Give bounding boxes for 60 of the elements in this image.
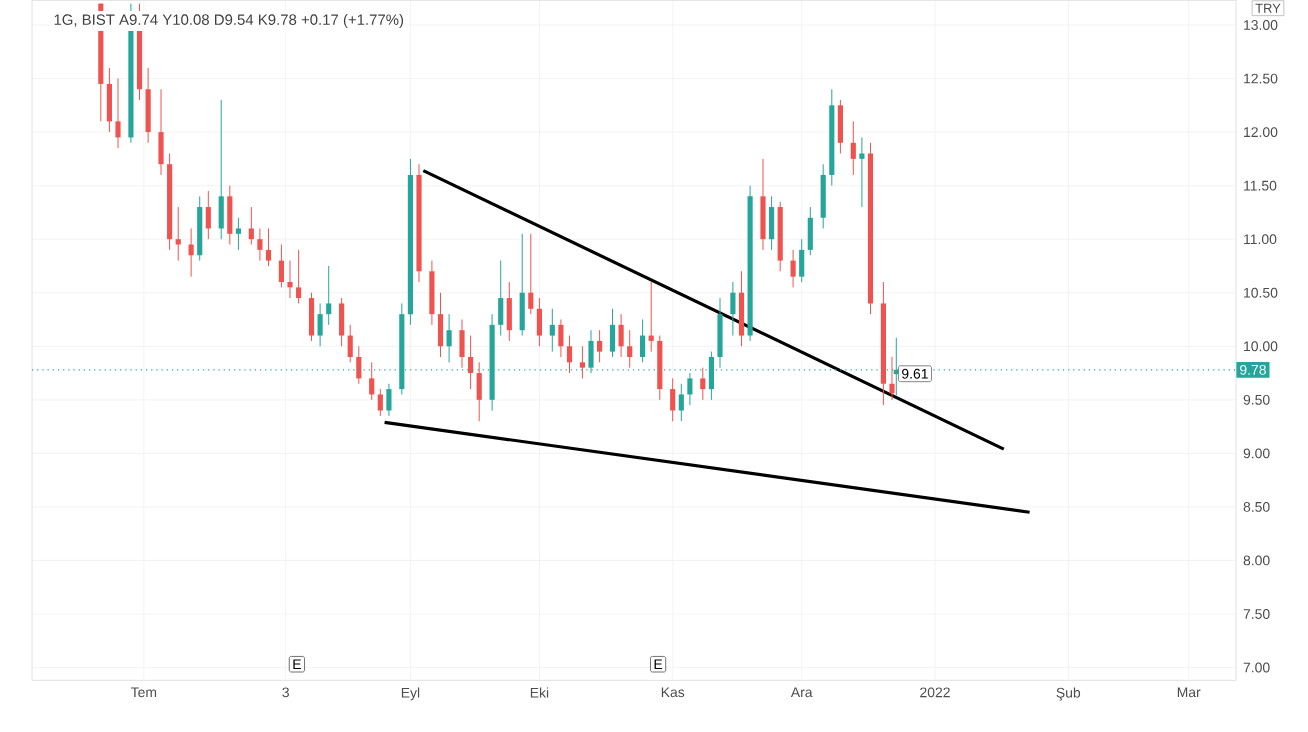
- candlestick: [158, 88, 164, 176]
- candlestick: [609, 308, 616, 358]
- candlestick: [618, 313, 624, 358]
- candlestick: [528, 233, 534, 315]
- candlestick: [429, 259, 435, 326]
- candlestick: [188, 227, 194, 277]
- candlestick: [308, 292, 315, 342]
- candlestick: [339, 297, 345, 347]
- candlestick: [106, 67, 112, 133]
- candlestick: [278, 243, 284, 288]
- candlestick: [790, 249, 796, 288]
- candlestick: [145, 67, 151, 144]
- candlestick: [889, 356, 895, 401]
- candlestick: [437, 292, 444, 358]
- candlestick: [287, 259, 293, 299]
- candlestick: [347, 324, 353, 363]
- candlestick: [566, 334, 573, 374]
- candlestick: [317, 302, 323, 347]
- candlestick: [769, 195, 775, 251]
- candlestick: [296, 249, 302, 304]
- candlestick: [498, 259, 504, 336]
- candlestick: [807, 206, 813, 256]
- candlestick: [115, 77, 121, 149]
- candlestick: [558, 318, 564, 358]
- candlestick: [850, 120, 856, 176]
- candlestick: [227, 184, 233, 245]
- candlestick: [597, 329, 603, 363]
- candlestick: [235, 217, 241, 251]
- candlestick: [459, 318, 465, 368]
- candlestick: [760, 158, 766, 251]
- candlestick: [640, 318, 646, 363]
- candlestick: [519, 233, 525, 336]
- candlestick: [700, 367, 706, 401]
- candlestick: [265, 227, 272, 267]
- candlestick: [476, 361, 482, 422]
- candlestick: [205, 190, 211, 240]
- candlestick: [738, 270, 745, 347]
- candlestick: [717, 297, 723, 368]
- candlestick: [506, 281, 512, 342]
- candlestick: [326, 265, 332, 326]
- candlestick: [820, 163, 826, 229]
- candlestick: [799, 238, 805, 283]
- candlestick: [579, 345, 585, 379]
- candlestick: [670, 377, 676, 422]
- candlestick: [468, 334, 474, 390]
- candlestick: [356, 345, 362, 385]
- candlestick: [386, 383, 392, 417]
- candlestick: [446, 313, 452, 363]
- candlestick: [536, 297, 542, 347]
- candlestick: [549, 308, 555, 352]
- candlestick: [377, 388, 383, 417]
- candlestick: [837, 99, 843, 154]
- candlestick: [678, 383, 684, 422]
- candlestick: [369, 361, 375, 401]
- candlestick: [248, 206, 254, 245]
- candlestick: [218, 99, 224, 240]
- candlestick: [175, 206, 181, 261]
- candlestick: [730, 281, 736, 336]
- candlestick: [627, 329, 633, 368]
- candlestick: [257, 227, 263, 261]
